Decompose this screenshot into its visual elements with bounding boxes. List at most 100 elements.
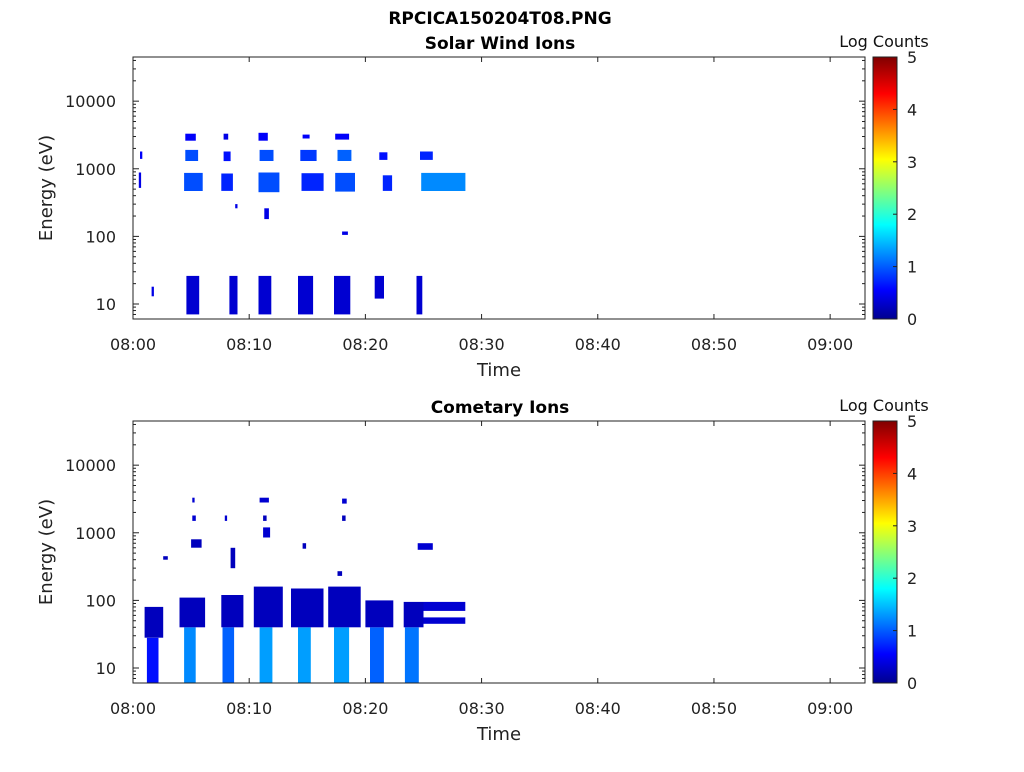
x-tick-label: 09:00 xyxy=(807,699,853,718)
heatmap-cell xyxy=(334,627,350,683)
heatmap-cell xyxy=(379,152,388,160)
plot-frame-cometary xyxy=(132,420,866,684)
heatmap-cell xyxy=(403,601,424,628)
heatmap-cell xyxy=(140,151,143,159)
heatmap-cell xyxy=(184,172,203,191)
heatmap-cell xyxy=(342,231,348,235)
heatmap-cell xyxy=(291,588,324,628)
heatmap-cell xyxy=(230,547,236,569)
axis-ticks-cometary: 08:00 08:10 08:20 08:30 08:40 08:50 09:00 10 100… xyxy=(65,421,865,718)
y-axis-label-cometary: Energy (eV) xyxy=(36,499,57,605)
colorbar-label-solar-wind: Log Counts xyxy=(839,32,929,51)
heatmap-cell xyxy=(224,515,228,521)
heatmap-cells-cometary xyxy=(144,497,466,683)
heatmap-cell xyxy=(151,286,154,297)
heatmap-cell xyxy=(259,627,273,683)
y-tick-label: 100 xyxy=(85,591,116,610)
heatmap-cell xyxy=(163,556,168,560)
y-tick-label: 10 xyxy=(96,659,116,678)
heatmap-cell xyxy=(365,600,394,628)
heatmap-cell xyxy=(146,637,159,683)
colorbar-tick-label: 2 xyxy=(907,569,917,588)
y-tick-label: 1000 xyxy=(75,524,116,543)
colorbar-ticks-solar-wind: 0 1 2 3 4 5 xyxy=(893,48,917,329)
heatmap-cell xyxy=(223,133,229,140)
heatmap-cell xyxy=(335,133,350,140)
heatmap-cell xyxy=(423,617,466,624)
heatmap-cell xyxy=(328,586,361,628)
heatmap-cell xyxy=(179,597,206,628)
x-tick-label: 09:00 xyxy=(807,335,853,354)
heatmap-cell xyxy=(374,275,384,299)
heatmap-cell xyxy=(192,497,195,503)
colorbar-tick-label: 3 xyxy=(907,517,917,536)
heatmap-cell xyxy=(302,543,307,549)
heatmap-cell xyxy=(222,627,235,683)
x-tick-label: 08:00 xyxy=(110,335,156,354)
x-tick-label: 08:20 xyxy=(342,335,388,354)
heatmap-cell xyxy=(258,275,272,315)
heatmap-cell xyxy=(421,172,466,191)
y-tick-label: 1000 xyxy=(75,160,116,179)
panel-solar-wind-ions: Solar Wind Ions 08:00 08:10 08:20 08:30 08:4… xyxy=(36,32,929,381)
heatmap-cells-solar-wind xyxy=(138,132,466,315)
colorbar-tick-label: 4 xyxy=(907,100,917,119)
colorbar-tick-label: 4 xyxy=(907,464,917,483)
panel-cometary-ions: Cometary Ions 08:00 08:10 08:20 08:30 08:40 0… xyxy=(36,396,929,745)
x-tick-label: 08:40 xyxy=(575,335,621,354)
heatmap-cell xyxy=(342,498,347,504)
heatmap-cell xyxy=(337,571,343,576)
y-tick-label: 100 xyxy=(85,227,116,246)
heatmap-cell xyxy=(300,149,317,161)
colorbar-label-cometary: Log Counts xyxy=(839,396,929,415)
heatmap-cell xyxy=(258,172,280,193)
heatmap-cell xyxy=(186,275,200,315)
x-axis-label-cometary: Time xyxy=(476,724,521,745)
heatmap-cell xyxy=(185,149,199,161)
y-tick-label: 10 xyxy=(96,295,116,314)
heatmap-cell xyxy=(144,606,164,638)
x-tick-label: 08:10 xyxy=(226,699,272,718)
heatmap-cell xyxy=(223,151,231,162)
colorbar-tick-label: 1 xyxy=(907,622,917,641)
heatmap-cell xyxy=(417,543,433,550)
heatmap-cell xyxy=(298,627,311,683)
colorbar-ticks-cometary: 0 1 2 3 4 5 xyxy=(893,412,917,693)
x-tick-label: 08:10 xyxy=(226,335,272,354)
heatmap-cell xyxy=(334,275,351,315)
heatmap-cell xyxy=(221,173,233,191)
colorbar-tick-label: 5 xyxy=(907,48,917,67)
plot-frame-solar-wind xyxy=(132,56,866,320)
heatmap-cell xyxy=(420,151,433,160)
heatmap-cell xyxy=(253,586,283,628)
colorbar-tick-label: 5 xyxy=(907,412,917,431)
y-tick-label: 10000 xyxy=(65,456,116,475)
heatmap-cell xyxy=(258,132,268,141)
colorbar-tick-label: 0 xyxy=(907,310,917,329)
figure-title: RPCICA150204T08.PNG xyxy=(388,9,611,29)
heatmap-cell xyxy=(259,497,269,503)
heatmap-cell xyxy=(370,627,384,683)
heatmap-cell xyxy=(259,149,274,161)
heatmap-cell xyxy=(337,149,352,161)
heatmap-cell xyxy=(192,515,196,521)
heatmap-cell xyxy=(382,175,393,191)
x-tick-label: 08:00 xyxy=(110,699,156,718)
colorbar-tick-label: 3 xyxy=(907,153,917,172)
panel-title-cometary: Cometary Ions xyxy=(431,398,570,418)
heatmap-cell xyxy=(263,515,267,521)
heatmap-cell xyxy=(298,275,314,315)
heatmap-cell xyxy=(221,595,244,628)
x-tick-label: 08:20 xyxy=(342,699,388,718)
heatmap-cell xyxy=(416,275,423,315)
x-tick-label: 08:30 xyxy=(459,699,505,718)
colorbar-solar-wind xyxy=(872,56,898,320)
panel-title-solar-wind: Solar Wind Ions xyxy=(425,34,576,54)
heatmap-cell xyxy=(184,627,196,683)
heatmap-cell xyxy=(138,172,142,188)
y-axis-label-solar-wind: Energy (eV) xyxy=(36,135,57,241)
heatmap-cell xyxy=(191,539,202,548)
heatmap-cell xyxy=(185,133,196,141)
